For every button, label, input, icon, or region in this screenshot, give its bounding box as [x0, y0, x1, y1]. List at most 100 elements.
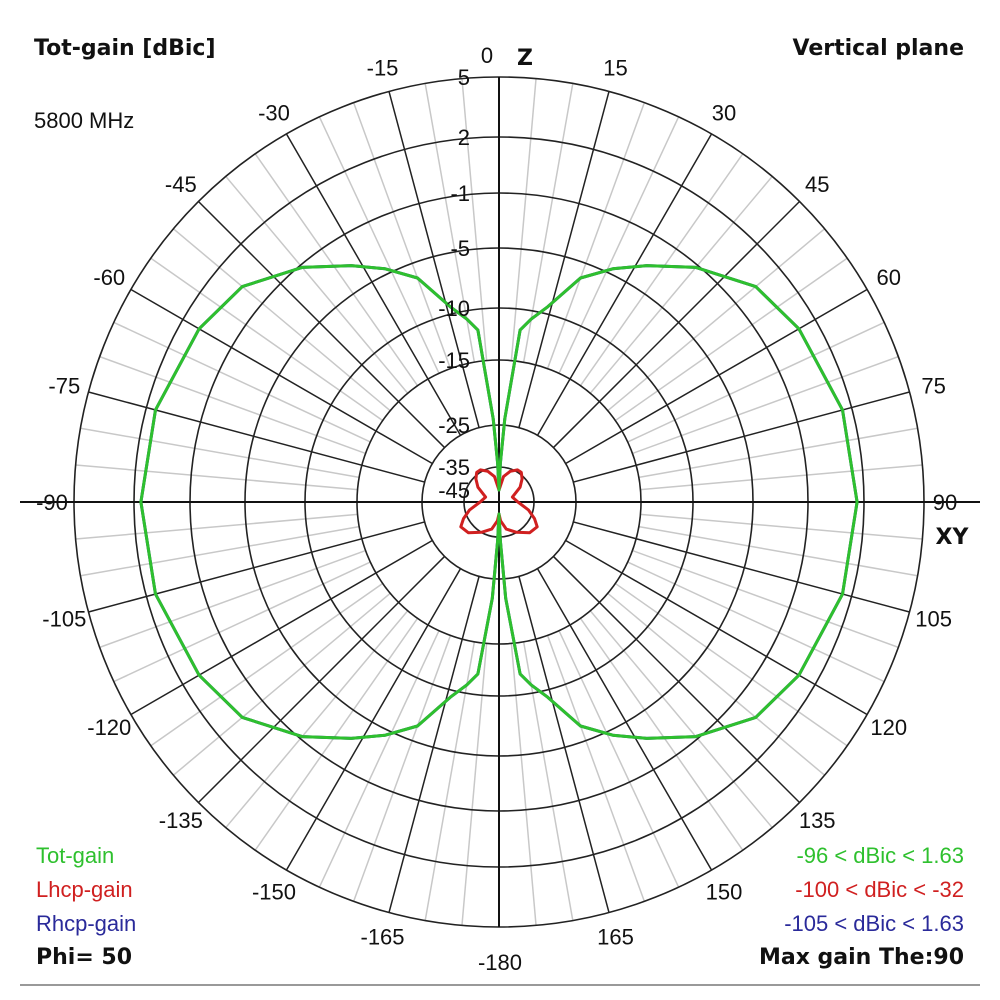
minor-spoke [579, 617, 744, 851]
minor-spoke [172, 228, 391, 412]
minor-spoke [614, 257, 848, 422]
angle-tick-label: -120 [87, 715, 131, 740]
angle-tick-label: 15 [603, 55, 627, 80]
major-spoke [88, 391, 425, 483]
xy-axis-label: XY [936, 525, 970, 550]
minor-spoke [113, 561, 371, 683]
minor-spoke [510, 643, 537, 926]
plane-label: Vertical plane [792, 36, 964, 61]
angle-tick-label: 75 [921, 374, 945, 399]
minor-spoke [225, 610, 409, 829]
radial-tick-label: 2 [458, 125, 470, 150]
angle-tick-label: -165 [361, 925, 405, 950]
major-spoke [518, 91, 610, 428]
radial-tick-label: -1 [450, 181, 470, 206]
minor-spoke [318, 116, 440, 374]
range-tot-gain: -96 < dBic < 1.63 [796, 843, 964, 868]
minor-spoke [80, 525, 360, 577]
major-spoke [573, 521, 910, 613]
minor-spoke [75, 513, 358, 540]
minor-spoke [318, 630, 440, 888]
minor-spoke [461, 643, 488, 926]
minor-spoke [627, 321, 885, 443]
minor-spoke [352, 102, 452, 369]
minor-spoke [638, 525, 918, 577]
angle-tick-label: -135 [159, 808, 203, 833]
major-spoke [565, 288, 868, 465]
minor-spoke [254, 617, 419, 851]
minor-spoke [640, 513, 923, 540]
series-tot-gain [139, 264, 859, 740]
major-spoke [536, 568, 713, 871]
z-axis-label: Z [517, 46, 533, 71]
radial-tick-label: -5 [450, 236, 470, 261]
minor-spoke [510, 78, 537, 361]
angle-tick-label: 30 [712, 100, 736, 125]
minor-spoke [522, 641, 574, 921]
angle-tick-label: -30 [258, 100, 290, 125]
minor-spoke [99, 355, 366, 455]
minor-spoke [172, 592, 391, 776]
radial-tick-label: -45 [438, 478, 470, 503]
minor-spoke [627, 561, 885, 683]
minor-spoke [589, 175, 773, 394]
major-spoke [88, 521, 425, 613]
major-spoke [197, 200, 446, 449]
minor-spoke [80, 427, 360, 479]
range-lhcp-gain: -100 < dBic < -32 [795, 877, 964, 902]
angle-tick-label: -105 [42, 606, 86, 631]
radial-tick-label: -35 [438, 455, 470, 480]
angle-tick-label: 60 [876, 265, 900, 290]
minor-spoke [150, 582, 384, 747]
major-spoke [518, 576, 610, 913]
angle-tick-label: 120 [870, 715, 907, 740]
minor-spoke [614, 582, 848, 747]
legend-tot-gain: Tot-gain [36, 843, 115, 868]
chart-title: Tot-gain [dBic] [34, 36, 216, 61]
radial-tick-label: -15 [438, 348, 470, 373]
minor-spoke [352, 635, 452, 902]
minor-spoke [225, 175, 409, 394]
angle-tick-label: -150 [252, 880, 296, 905]
radial-tick-label: 5 [458, 65, 470, 90]
minor-spoke [254, 153, 419, 387]
major-spoke [388, 576, 480, 913]
angle-tick-label: 90 [933, 490, 957, 515]
minor-spoke [632, 549, 899, 649]
minor-spoke [75, 464, 358, 491]
legend-lhcp-gain: Lhcp-gain [36, 877, 133, 902]
angle-tick-label: 105 [915, 606, 952, 631]
minor-spoke [424, 641, 476, 921]
minor-spoke [99, 549, 366, 649]
minor-spoke [546, 102, 646, 369]
minor-spoke [579, 153, 744, 387]
minor-spoke [546, 635, 646, 902]
major-spoke [388, 91, 480, 428]
minor-spoke [558, 116, 680, 374]
minor-spoke [607, 592, 826, 776]
major-spoke [130, 288, 433, 465]
angle-tick-label: -90 [36, 490, 68, 515]
minor-spoke [589, 610, 773, 829]
minor-spoke [632, 355, 899, 455]
minor-spoke [607, 228, 826, 412]
major-spoke [573, 391, 910, 483]
legend-rhcp-gain: Rhcp-gain [36, 911, 137, 936]
range-rhcp-gain: -105 < dBic < 1.63 [784, 911, 964, 936]
minor-spoke [522, 83, 574, 363]
angle-tick-label: 0 [481, 43, 493, 68]
major-spoke [197, 555, 446, 804]
minor-spoke [640, 464, 923, 491]
major-spoke [285, 133, 462, 436]
radial-tick-label: -25 [438, 413, 470, 438]
minor-spoke [461, 78, 488, 361]
minor-spoke [150, 257, 384, 422]
major-spoke [565, 539, 868, 716]
max-gain-label: Max gain The:90 [758, 945, 964, 970]
angle-tick-label: -60 [93, 265, 125, 290]
major-spoke [552, 200, 801, 449]
major-spoke [536, 133, 713, 436]
minor-spoke [558, 630, 680, 888]
